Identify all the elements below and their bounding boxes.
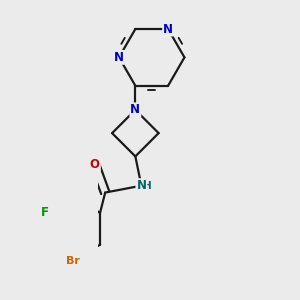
Text: N: N (130, 103, 140, 116)
Text: O: O (90, 158, 100, 171)
Text: N: N (136, 179, 146, 192)
Text: F: F (41, 206, 49, 219)
Text: H: H (143, 181, 152, 191)
Text: N: N (114, 51, 124, 64)
Text: Br: Br (65, 256, 80, 266)
Text: N: N (163, 22, 173, 35)
